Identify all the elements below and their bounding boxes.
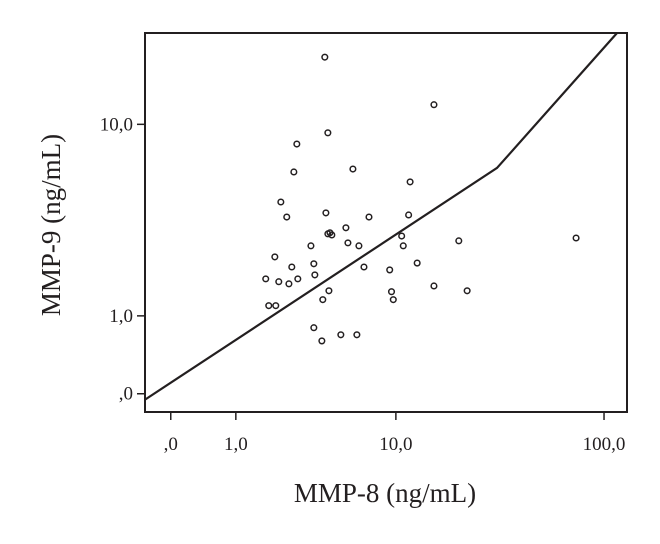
point [271, 253, 279, 261]
point [413, 259, 421, 267]
point [262, 275, 270, 283]
point [310, 260, 318, 268]
y-tick-label: 10,0 [100, 114, 133, 135]
point [344, 239, 352, 247]
point [272, 302, 280, 310]
y-tick-label: 1,0 [109, 306, 133, 327]
point [360, 263, 368, 271]
point [283, 213, 291, 221]
point [275, 278, 283, 286]
y-axis-label: MMP-9 (ng/mL) [36, 134, 66, 316]
x-tick-label: 10,0 [379, 434, 412, 455]
point [288, 263, 296, 271]
point [310, 324, 318, 332]
point [337, 331, 345, 339]
reference-line [144, 32, 618, 401]
point [386, 266, 394, 274]
point [387, 288, 396, 296]
point [399, 242, 407, 250]
x-axis-label: MMP-8 (ng/mL) [294, 478, 476, 508]
point [349, 165, 357, 173]
x-tick-label: 1,0 [224, 434, 248, 455]
point [430, 282, 438, 290]
point [398, 232, 406, 240]
x-tick-label: ,0 [164, 434, 178, 455]
point [322, 209, 330, 217]
point [405, 211, 413, 219]
point [311, 271, 319, 279]
point [307, 242, 315, 250]
y-tick-label: ,0 [119, 384, 133, 405]
point [572, 234, 580, 242]
point [463, 287, 471, 295]
point [406, 178, 414, 186]
point [321, 53, 329, 61]
x-tick-label: 100,0 [583, 434, 626, 455]
point [353, 331, 361, 339]
point [293, 140, 301, 148]
point [318, 337, 326, 345]
point [290, 168, 298, 176]
point [265, 302, 273, 310]
point [455, 237, 463, 245]
point [342, 224, 350, 232]
point [430, 101, 438, 109]
point [285, 280, 293, 288]
point [389, 296, 397, 304]
point [326, 229, 334, 237]
point [324, 129, 332, 137]
plot-frame [144, 32, 628, 413]
point [277, 198, 285, 206]
point [325, 287, 333, 295]
point [319, 296, 327, 304]
point [365, 213, 373, 221]
point [355, 242, 363, 250]
point [294, 275, 302, 283]
